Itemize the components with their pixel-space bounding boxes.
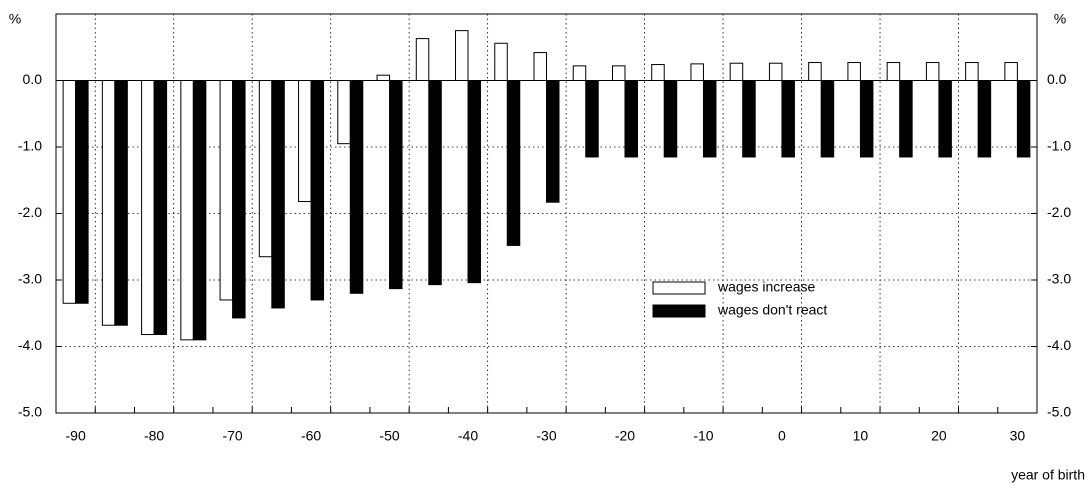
bar <box>153 80 168 336</box>
x-tick-label: 0 <box>778 428 786 444</box>
y2-tick-label: 0.0 <box>1047 71 1067 87</box>
y2-tick-label: -2.0 <box>1047 204 1071 220</box>
legend-label: wages increase <box>717 279 815 295</box>
y2-tick-label: -1.0 <box>1047 138 1071 154</box>
bar <box>572 65 587 82</box>
y-tick-label: -5.0 <box>18 404 42 420</box>
bar <box>899 80 913 158</box>
bar <box>310 80 325 301</box>
bar <box>180 80 194 341</box>
bar <box>1016 80 1031 158</box>
bar <box>101 80 116 326</box>
x-tick-label: 10 <box>853 428 869 444</box>
y-tick-label: -1.0 <box>18 138 42 154</box>
y2-tick-label: -3.0 <box>1047 271 1071 287</box>
bar <box>977 80 992 158</box>
x-tick-label: -50 <box>379 428 399 444</box>
bar <box>702 80 717 158</box>
bar <box>298 80 312 203</box>
bar <box>1004 62 1018 81</box>
x-tick-label: -80 <box>144 428 164 444</box>
plot-frame <box>55 13 1038 414</box>
y2-tick-label: -4.0 <box>1047 337 1071 353</box>
x-tick-label: 30 <box>1010 428 1026 444</box>
bar <box>729 62 744 81</box>
bar <box>506 80 521 246</box>
x-tick-label: -30 <box>536 428 556 444</box>
legend-label: wages don't react <box>717 302 827 318</box>
bar <box>75 80 89 304</box>
y-tick-label: 0.0 <box>23 71 43 87</box>
bar <box>663 80 678 158</box>
bar <box>376 74 391 81</box>
y-tick-label: -2.0 <box>18 204 42 220</box>
x-tick-label: -40 <box>458 428 478 444</box>
bar <box>859 80 874 158</box>
bar <box>533 52 547 81</box>
y2-tick-label: -5.0 <box>1047 404 1071 420</box>
x-tick-label: 20 <box>931 428 947 444</box>
bar <box>271 80 285 309</box>
bar <box>546 80 560 203</box>
bar <box>62 80 77 304</box>
x-tick-label: -60 <box>301 428 321 444</box>
bar <box>611 65 626 82</box>
x-tick-label: -90 <box>66 428 86 444</box>
bar <box>232 80 246 319</box>
bar <box>886 62 901 81</box>
bar <box>820 80 835 158</box>
x-axis-label: year of birth <box>1011 467 1085 483</box>
x-tick-label: -70 <box>222 428 242 444</box>
bar <box>258 80 273 258</box>
y2-axis-label: % <box>1054 11 1066 27</box>
bar <box>965 62 979 81</box>
legend-swatch <box>652 281 706 295</box>
bar <box>938 80 952 158</box>
bar <box>624 80 638 158</box>
bar <box>428 80 442 286</box>
bar <box>467 80 482 284</box>
x-tick-label: -10 <box>693 428 713 444</box>
bar <box>494 42 508 81</box>
bar <box>219 80 234 301</box>
bar <box>768 62 783 81</box>
bar <box>455 30 469 81</box>
bar <box>389 80 403 290</box>
bar <box>781 80 795 158</box>
bar <box>808 62 822 81</box>
legend-swatch <box>652 304 706 318</box>
bar <box>114 80 128 326</box>
bar <box>847 62 861 81</box>
bar <box>585 80 599 158</box>
bar <box>742 80 756 158</box>
bar <box>415 38 430 81</box>
x-tick-label: -20 <box>615 428 635 444</box>
bar <box>349 80 364 294</box>
y-tick-label: -4.0 <box>18 337 42 353</box>
bar <box>337 80 351 145</box>
bar <box>925 62 940 81</box>
bar <box>690 63 704 81</box>
bar <box>141 80 155 336</box>
y-tick-label: -3.0 <box>18 271 42 287</box>
bar <box>651 64 665 82</box>
bar <box>192 80 207 341</box>
y-axis-label: % <box>9 11 21 27</box>
